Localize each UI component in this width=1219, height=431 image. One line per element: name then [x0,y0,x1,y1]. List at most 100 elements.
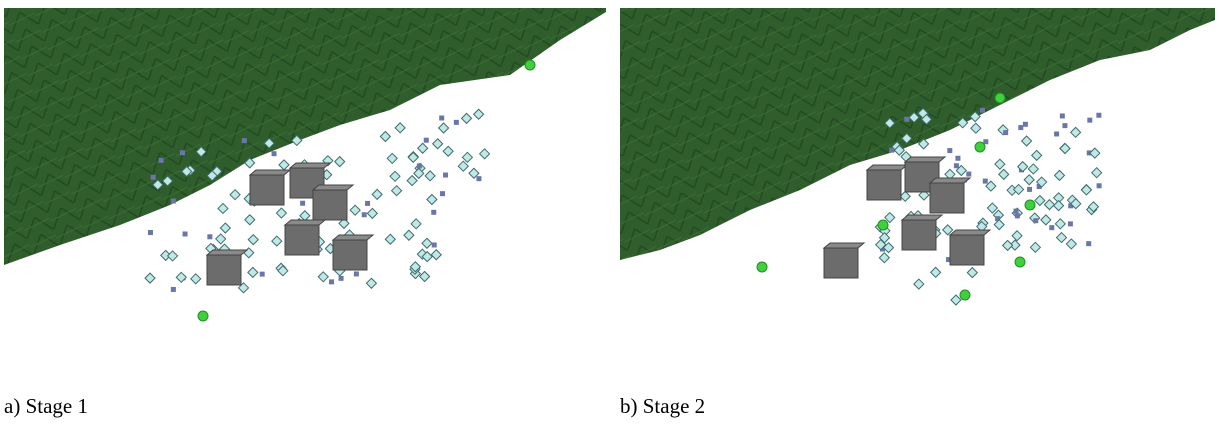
sensor [1003,240,1013,250]
sensor [390,171,400,181]
sensor [951,295,961,305]
sensor [458,161,468,171]
cube-top [867,165,907,170]
sensor [439,123,449,133]
sensor [411,219,421,229]
sensor [339,276,344,281]
sensor [966,172,971,177]
sensor [171,287,176,292]
sensor [380,132,390,142]
cube [930,183,964,213]
node [960,290,970,300]
sensor [417,163,422,168]
sensor [476,176,481,181]
node [1025,200,1035,210]
node [757,262,767,272]
sensor [431,250,441,260]
sensor [879,253,889,263]
sensor [387,153,397,163]
cube [207,255,241,285]
cube-top [290,163,330,168]
sensor [404,230,414,240]
sensor [176,272,186,282]
sensor [365,201,370,206]
sensor [1090,148,1100,158]
sensor [1018,125,1023,130]
sensor [216,234,226,244]
sensor [995,159,1005,169]
sensor [148,230,153,235]
sensor [145,273,155,283]
sensor [1041,215,1051,225]
sensor [407,176,417,186]
sensor [1062,123,1067,128]
sensor [1096,113,1101,118]
sensor [1003,130,1008,135]
cube-top [824,243,864,248]
sensor [1044,200,1054,210]
sensor [350,205,360,215]
cube-top [250,170,290,175]
sensor [329,279,334,284]
sensor [272,236,282,246]
sensor [230,190,240,200]
sensor [418,143,428,153]
sensor [183,231,188,236]
sensor [244,248,254,258]
sensor [983,179,988,184]
cube-top [285,220,325,225]
sensor [889,148,894,153]
sensor [1035,196,1045,206]
cube-top [950,230,990,235]
sensor [474,109,484,119]
cube-top [902,215,942,220]
cube [902,220,936,250]
sensor [272,151,277,156]
sensor [362,212,367,217]
cube [824,248,858,278]
sensor [1055,170,1065,180]
sensor [242,138,247,143]
cube [313,190,347,220]
sensor [248,267,258,277]
sensor [1028,164,1038,174]
sensor [431,210,436,215]
sensor [385,234,395,244]
sensor [408,152,418,162]
sensor [1054,201,1064,211]
cube-top [930,178,970,183]
node [1015,257,1025,267]
cube-top [207,250,247,255]
sensor [1033,218,1038,223]
sensor [454,120,459,125]
sensor [1032,150,1042,160]
sensor [462,152,472,162]
sensor [954,163,959,168]
sensor [1027,187,1032,192]
sensor [420,272,430,282]
sensor [180,150,185,155]
sensor [1023,122,1028,127]
sensor [171,199,176,204]
sensor [424,138,429,143]
sensor [1057,233,1067,243]
sensor [1049,225,1054,230]
caption: a) Stage 1 [4,394,88,419]
renders [0,0,1219,431]
sensor [395,123,405,133]
sensor [372,189,382,199]
sensor [999,169,1009,179]
sensor [300,201,305,206]
sensor [335,157,345,167]
sensor [1060,144,1070,154]
sensor [245,215,255,225]
sensor [480,149,490,159]
cube [250,175,284,205]
sensor [1055,219,1065,229]
sensor [354,271,359,276]
sensor [422,238,432,248]
sensor [1092,168,1102,178]
sensor [207,234,212,239]
sensor [260,272,265,277]
sensor [276,208,286,218]
